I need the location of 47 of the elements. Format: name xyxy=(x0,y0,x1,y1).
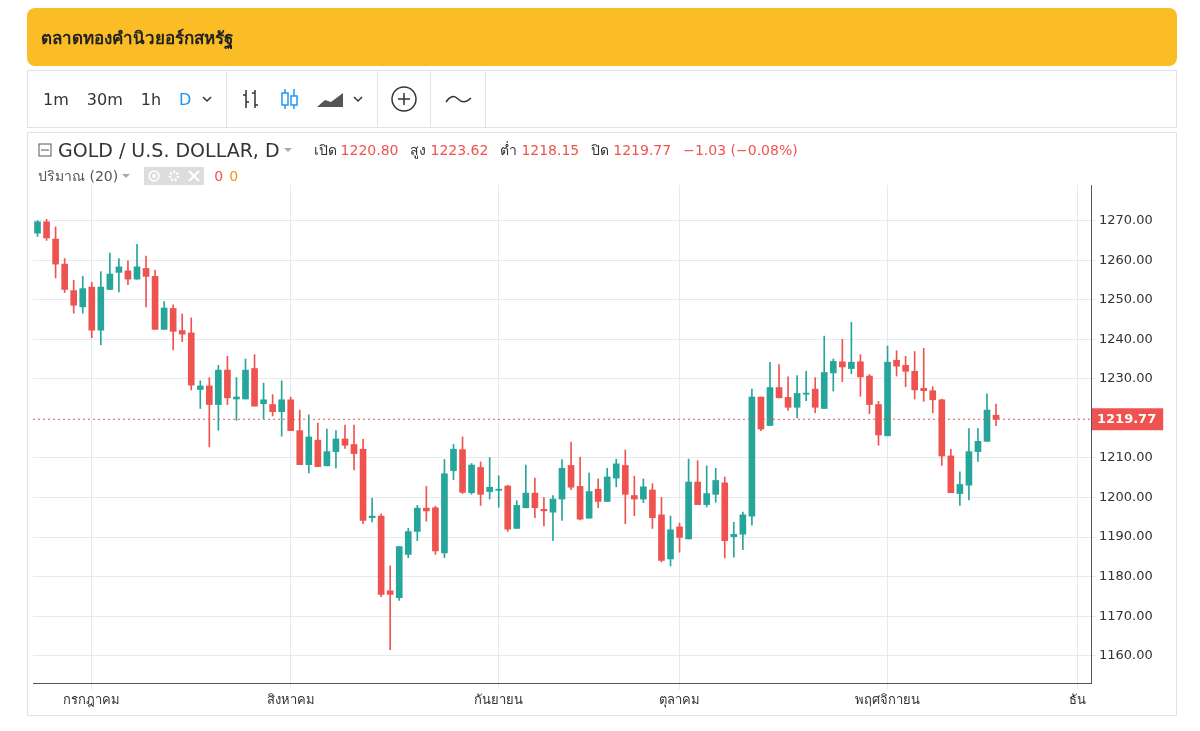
candlestick xyxy=(278,380,286,437)
text: เปิด xyxy=(313,142,337,158)
candlestick xyxy=(386,565,394,651)
x-tick-label: ธัน xyxy=(1068,691,1086,707)
y-tick-label: 1200.00 xyxy=(1099,488,1153,504)
x-tick-label: กันยายน xyxy=(474,691,524,707)
y-tick-label: 1180.00 xyxy=(1099,567,1153,583)
candlestick xyxy=(196,380,204,409)
candlestick xyxy=(839,338,846,382)
x-tick-label: พฤศจิกายน xyxy=(855,691,921,707)
text: 1h xyxy=(140,89,162,109)
y-tick-label: 1270.00 xyxy=(1099,211,1153,227)
text: D xyxy=(179,89,192,109)
text: 1223.62 xyxy=(430,142,489,158)
text: 1m xyxy=(43,89,69,109)
y-tick-label: 1210.00 xyxy=(1099,449,1153,465)
candlestick xyxy=(920,348,928,402)
text: ปริมาณ (20) xyxy=(38,167,119,186)
y-tick-label: 1240.00 xyxy=(1099,330,1153,346)
text: ปิด xyxy=(591,142,610,158)
text: 30m xyxy=(86,89,123,109)
text: 1218.15 xyxy=(521,142,580,158)
chart-title: ตลาดทองคำนิวยอร์กสหรัฐ xyxy=(27,8,1177,66)
ref-line-label: 1219.77 xyxy=(1097,410,1157,426)
x-tick-label: สิงหาคม xyxy=(266,691,315,707)
candlestick xyxy=(730,522,738,558)
y-tick-label: 1250.00 xyxy=(1099,291,1153,307)
text: 0 xyxy=(214,168,224,184)
y-tick-label: 1230.00 xyxy=(1099,370,1153,386)
candlestick xyxy=(178,313,186,342)
y-tick-label: 1160.00 xyxy=(1099,647,1153,663)
text: 1220.80 xyxy=(340,142,399,158)
candlestick xyxy=(495,475,503,508)
y-tick-label: 1190.00 xyxy=(1099,528,1153,544)
text: สูง xyxy=(410,142,427,158)
x-tick-label: ตุลาคม xyxy=(659,691,701,708)
y-tick-label: 1170.00 xyxy=(1099,607,1153,623)
text: ต่ำ xyxy=(500,142,518,158)
text: −1.03 (−0.08%) xyxy=(683,142,798,158)
candlestick xyxy=(142,255,150,308)
text: 0 xyxy=(229,168,239,184)
chart-subtitle: GOLD / U.S. DOLLAR, D xyxy=(58,139,280,161)
text: 1219.77 xyxy=(613,142,672,158)
candlestick xyxy=(350,424,358,471)
y-tick-label: 1260.00 xyxy=(1099,251,1153,267)
candlestick xyxy=(802,370,810,401)
x-tick-label: กรกฎาคม xyxy=(63,691,121,707)
